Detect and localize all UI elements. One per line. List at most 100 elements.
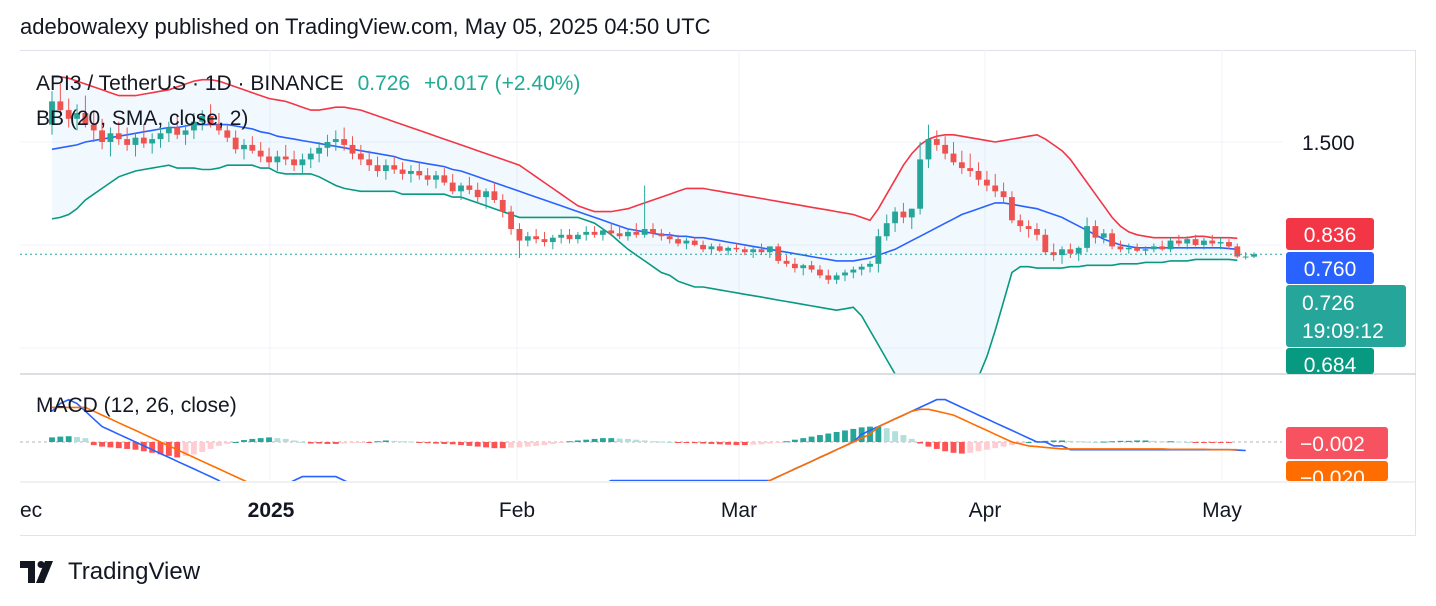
chart-frame[interactable] [20,50,1416,536]
macd-histogram-bar [625,438,631,442]
macd-histogram-bar [65,436,72,442]
candle-body [165,127,172,134]
macd-histogram-bar [82,438,89,442]
macd-hist-tag: −0.002 [1286,427,1388,459]
macd-histogram-bar [1167,441,1174,443]
candle-body [399,169,406,174]
macd-histogram-bar [833,431,840,442]
macd-histogram-bar [508,442,515,448]
macd-histogram-bar [124,442,131,449]
bb-basis-tag-bg [1286,252,1374,284]
macd-histogram-bar [750,442,757,445]
symbol-legend[interactable]: API3 / TetherUS · 1D · BINANCE 0.726 +0.… [36,72,580,96]
macd-histogram-bar [875,426,882,442]
macd-histogram-bar [491,442,498,449]
macd-histogram-bar [942,442,949,452]
candle-body [700,244,707,250]
candle-body [766,246,773,253]
candle-body [858,266,865,270]
macd-histogram-bar [366,442,373,443]
last-price-tag-bg [1286,285,1406,347]
macd-histogram-bar [458,442,464,446]
candle-body [1100,233,1107,238]
candle-body [950,153,957,163]
macd-histogram-bar [1100,441,1107,443]
candle-body [675,239,681,244]
macd-histogram-bar [1209,442,1216,443]
candle-body [1075,247,1082,254]
macd-histogram-bar [675,442,681,443]
macd-histogram-bar [182,442,189,456]
candle-body [666,236,673,240]
macd-histogram-bar [700,442,707,444]
candle-body [1150,246,1157,250]
macd-histogram-bar [1009,442,1015,446]
macd-legend[interactable]: MACD (12, 26, close) [36,394,237,417]
candle-body [199,115,206,122]
candle-body [583,231,590,235]
macd-histogram-bar [541,442,548,446]
candle-body [274,156,281,163]
macd-histogram-bar [399,441,406,443]
bb-legend[interactable]: BB (20, SMA, close, 2) [36,107,249,130]
macd-histogram-bar [199,442,206,453]
candle-body [942,144,949,154]
macd-histogram-bar [224,442,231,444]
candle-body [65,110,72,119]
macd-signal-tag-text: −0.020 [1300,467,1365,490]
candle-body [207,115,214,125]
macd-histogram-bar [357,442,364,443]
macd-histogram-bar [1084,441,1090,443]
macd-histogram-bar [274,438,281,442]
candle-body [249,144,256,151]
macd-line [51,398,1246,481]
candle-body [458,185,464,192]
macd-histogram-bar [291,440,297,442]
macd-histogram-bar [800,438,807,442]
macd-histogram-bar [157,442,164,455]
candle-body [658,233,665,237]
macd-histogram-bar [650,441,656,443]
candle-body [491,191,498,200]
candle-body [1167,240,1174,250]
macd-histogram-bar [241,440,247,442]
candle-body [224,130,231,138]
candle-body [566,234,573,240]
macd-histogram-bar [900,435,907,442]
macd-histogram-bar [524,442,531,447]
macd-signal-tag-bg [1286,461,1388,481]
macd-histogram-bar [391,440,398,442]
candle-body [391,165,398,170]
candle-body [725,247,732,251]
candle-body [691,240,698,245]
bb-lower-line [51,164,1238,374]
candle-body [892,211,898,224]
last-price: 0.726 [357,72,411,95]
macd-histogram-bar [825,433,832,442]
candle-body [1009,197,1015,221]
macd-histogram-bar [1184,442,1191,443]
candle-body [241,144,247,150]
macd-histogram-bar [307,442,314,444]
candle-body [1226,242,1232,247]
macd-histogram-bar [958,442,965,454]
price-tick-label: 1.500 [1302,132,1355,155]
countdown-text: 19:09:12 [1302,320,1384,343]
candle-body [1025,226,1032,229]
candle-body [49,101,55,125]
candle-body [1251,254,1257,257]
candle-body [633,231,640,235]
macd-histogram-bar [666,442,673,443]
macd-histogram-bar [449,442,456,445]
candle-body [257,150,264,157]
macd-histogram-bar [299,442,306,443]
macd-histogram-bar [232,442,239,443]
candle-body [775,246,782,261]
price-change: +0.017 (+2.40%) [423,72,581,95]
candle-body [132,137,139,145]
macd-histogram-bar [758,442,765,445]
candle-body [1125,247,1132,250]
macd-histogram-bar [1134,440,1141,442]
macd-histogram-bar [641,440,648,442]
